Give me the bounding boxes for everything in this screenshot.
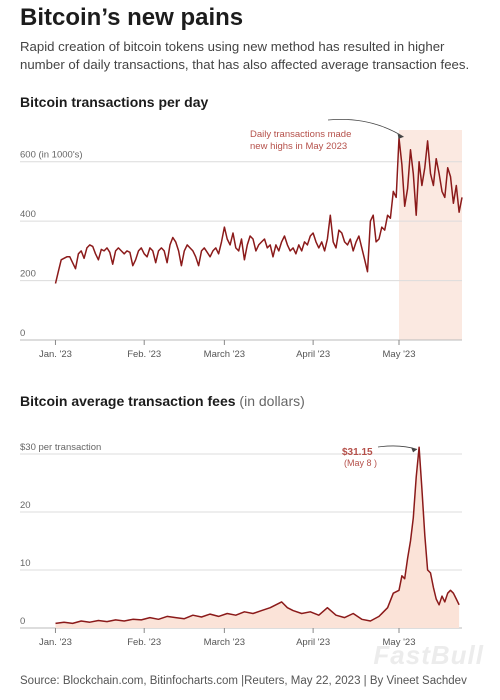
fastbull-watermark: FastBull	[373, 640, 484, 670]
series-line	[54, 137, 463, 284]
x-tick-label: Jan. '23	[39, 637, 72, 648]
x-tick-label: Feb. '23	[127, 349, 161, 360]
subtitle: Rapid creation of bitcoin tokens using n…	[20, 39, 470, 72]
y-tick-label: 10	[20, 558, 31, 569]
transactions-line-chart: 0 200 400 600 (in 1000's) Jan. '23 Feb. '23 Ma…	[20, 119, 463, 360]
annotation-arrow	[327, 119, 404, 138]
annotation-label: new highs in May 2023	[250, 141, 347, 152]
series-area	[55, 447, 460, 628]
x-tick-label: April '23	[296, 637, 330, 648]
fees-chart-title-text: Bitcoin average transaction fees	[20, 393, 236, 409]
x-tick-label: May '23	[383, 637, 416, 648]
transactions-chart-title: Bitcoin transactions per day	[20, 94, 209, 110]
peak-date-label: (May 8 )	[344, 458, 377, 468]
y-tick-label: 200	[20, 269, 36, 280]
peak-arrowhead	[411, 447, 418, 453]
peak-value-label: $31.15	[342, 447, 373, 458]
y-tick-label: 0	[20, 328, 25, 339]
y-tick-label: 600 (in 1000's)	[20, 150, 83, 161]
source-note: Source: Blockchain.com, Bitinfocharts.co…	[20, 675, 467, 687]
annotation-label: Daily transactions made	[250, 129, 351, 140]
annotation-arrowhead	[397, 133, 404, 139]
x-tick-label: April '23	[296, 349, 330, 360]
y-tick-label: 400	[20, 209, 36, 220]
series-line	[55, 446, 460, 625]
y-tick-label: 20	[20, 500, 31, 511]
x-tick-label: Feb. '23	[127, 637, 161, 648]
main-title: Bitcoin’s new pains	[20, 4, 244, 31]
x-tick-label: March '23	[204, 637, 245, 648]
fees-chart-title-unit: (in dollars)	[239, 393, 305, 409]
y-tick-label: $30 per transaction	[20, 442, 101, 453]
fees-chart-title: Bitcoin average transaction fees (in dol…	[20, 393, 305, 409]
fees-area-chart: 0 10 20 $30 per transaction Jan. '23 Feb. '23…	[20, 442, 462, 648]
x-tick-label: March '23	[204, 349, 245, 360]
y-tick-label: 0	[20, 616, 25, 627]
x-tick-label: Jan. '23	[39, 349, 72, 360]
x-tick-label: May '23	[383, 349, 416, 360]
